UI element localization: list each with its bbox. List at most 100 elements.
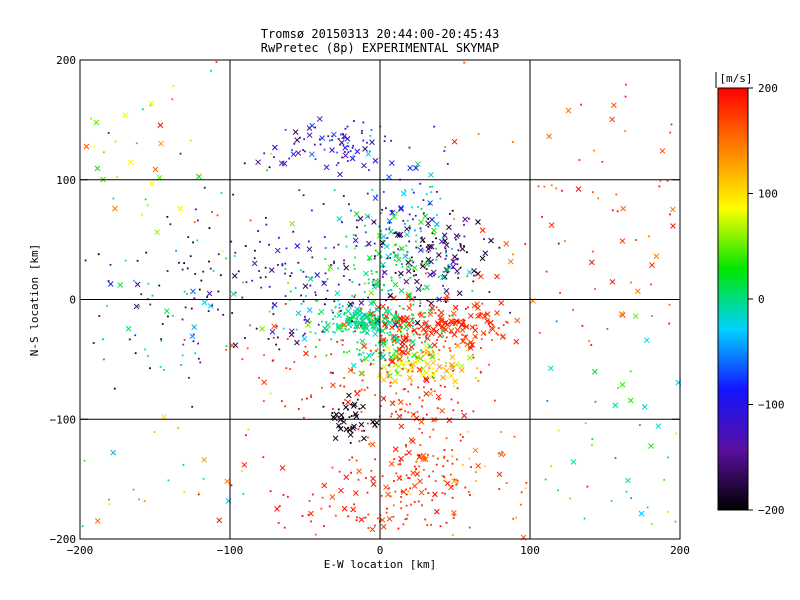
scatter-point-dot <box>354 247 356 250</box>
scatter-point-dot <box>342 137 345 140</box>
scatter-point-x <box>392 281 399 288</box>
scatter-point-x <box>449 354 456 360</box>
scatter-point-dot <box>382 265 385 268</box>
scatter-point-dot <box>301 398 303 401</box>
scatter-point-dot <box>444 492 446 495</box>
scatter-point-x <box>372 331 379 338</box>
scatter-point-x <box>338 139 345 146</box>
scatter-point-x <box>439 407 445 414</box>
scatter-point-dot <box>437 309 440 312</box>
scatter-point-dot <box>354 323 357 326</box>
scatter-point-dot <box>400 490 403 493</box>
scatter-point-x <box>452 254 458 260</box>
scatter-point-dot <box>389 385 392 388</box>
scatter-point-dot <box>630 281 632 284</box>
scatter-point-x <box>261 379 268 386</box>
scatter-point-dot <box>309 331 312 333</box>
scatter-point-x <box>271 323 278 330</box>
scatter-point-dot <box>408 324 411 327</box>
scatter-point-dot <box>333 300 336 303</box>
scatter-point-x <box>369 526 376 533</box>
scatter-point-dot <box>413 413 415 415</box>
scatter-point-dot <box>343 313 346 316</box>
scatter-point-dot <box>108 503 111 506</box>
scatter-point-x <box>570 459 577 465</box>
scatter-point-dot <box>561 189 563 192</box>
scatter-point-dot <box>615 193 618 196</box>
scatter-point-dot <box>421 431 424 434</box>
scatter-point-dot <box>301 515 304 517</box>
scatter-point-dot <box>397 359 399 361</box>
scatter-point-x <box>588 259 595 266</box>
scatter-point-dot <box>202 477 205 480</box>
scatter-point-dot <box>140 213 143 216</box>
scatter-point-x <box>466 269 473 276</box>
scatter-point-dot <box>253 249 256 252</box>
scatter-point-dot <box>286 338 289 340</box>
scatter-point-x <box>402 253 409 260</box>
scatter-point-dot <box>436 457 439 460</box>
scatter-point-dot <box>443 234 446 237</box>
scatter-point-dot <box>435 247 437 250</box>
scatter-point-x <box>444 293 451 299</box>
scatter-point-dot <box>138 305 141 308</box>
scatter-point-dot <box>368 169 370 172</box>
scatter-point-x <box>422 456 429 463</box>
scatter-point-dot <box>349 150 352 153</box>
chart-subtitle: RwPretec (8p) EXPERIMENTAL SKYMAP <box>261 41 499 55</box>
scatter-point-dot <box>417 246 420 249</box>
scatter-point-x <box>346 427 353 433</box>
scatter-point-x <box>160 414 167 420</box>
scatter-point-dot <box>624 130 627 132</box>
scatter-point-dot <box>401 265 404 268</box>
scatter-point-dot <box>215 61 218 64</box>
scatter-point-dot <box>332 318 334 320</box>
scatter-point-dot <box>382 349 385 352</box>
scatter-point-dot <box>443 476 446 479</box>
scatter-point-dot <box>411 206 414 209</box>
scatter-point-x <box>295 150 302 156</box>
scatter-point-dot <box>284 268 287 270</box>
scatter-point-dot <box>351 146 354 149</box>
scatter-point-dot <box>464 325 467 328</box>
scatter-point-x <box>487 319 494 326</box>
scatter-point-dot <box>341 344 344 346</box>
scatter-point-dot <box>233 255 236 257</box>
scatter-point-dot <box>264 276 267 278</box>
scatter-point-x <box>460 338 466 345</box>
scatter-point-x <box>309 122 315 129</box>
scatter-point-dot <box>357 478 360 481</box>
scatter-point-x <box>303 350 309 357</box>
scatter-point-x <box>450 258 457 265</box>
scatter-point-dot <box>591 444 593 446</box>
scatter-point-dot <box>409 348 412 351</box>
scatter-point-x <box>659 148 666 154</box>
scatter-point-dot <box>360 132 363 135</box>
scatter-point-x <box>547 365 554 372</box>
scatter-point-dot <box>405 367 408 370</box>
scatter-point-dot <box>386 237 389 239</box>
scatter-point-x <box>406 449 412 456</box>
scatter-point-dot <box>289 290 292 293</box>
scatter-point-dot <box>372 311 375 314</box>
scatter-point-dot <box>428 353 430 356</box>
scatter-point-dot <box>355 219 358 222</box>
scatter-point-dot <box>444 247 447 250</box>
scatter-point-dot <box>422 287 425 290</box>
scatter-point-dot <box>359 307 362 310</box>
scatter-point-dot <box>625 83 627 86</box>
scatter-point-dot <box>461 463 464 466</box>
scatter-point-dot <box>648 235 650 238</box>
scatter-point-dot <box>437 353 439 356</box>
scatter-point-dot <box>314 291 317 294</box>
scatter-point-dot <box>362 139 365 142</box>
scatter-point-dot <box>409 303 412 306</box>
scatter-point-x <box>383 313 390 320</box>
scatter-point-dot <box>167 315 169 318</box>
scatter-point-dot <box>203 186 206 189</box>
scatter-point-dot <box>220 192 223 195</box>
scatter-point-dot <box>394 369 397 372</box>
scatter-point-dot <box>315 346 317 348</box>
scatter-point-dot <box>395 316 398 319</box>
scatter-point-dot <box>101 338 104 341</box>
